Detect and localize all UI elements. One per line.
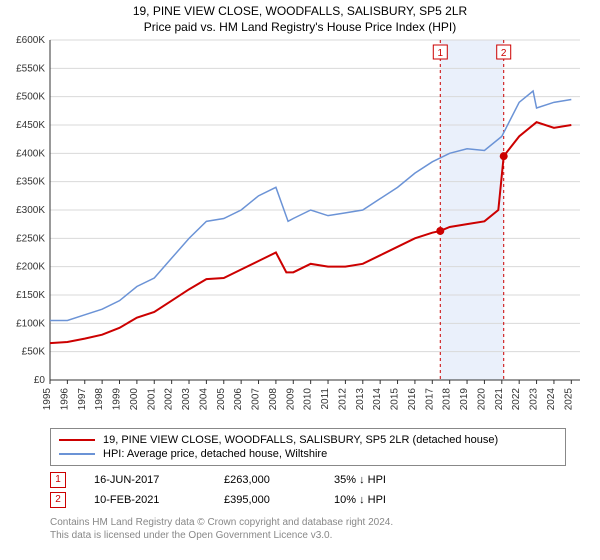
marker-table: 1 16-JUN-2017 £263,000 35% ↓ HPI 2 10-FE… [50, 470, 444, 510]
svg-text:2019: 2019 [459, 388, 470, 411]
svg-text:£400K: £400K [16, 148, 45, 159]
svg-text:2000: 2000 [129, 388, 140, 411]
svg-text:2003: 2003 [181, 388, 192, 411]
svg-text:2011: 2011 [320, 388, 331, 410]
attribution-line1: Contains HM Land Registry data © Crown c… [50, 516, 393, 529]
marker-num-2: 2 [50, 492, 66, 508]
legend-swatch-1 [59, 439, 95, 441]
svg-text:£500K: £500K [16, 92, 45, 103]
svg-text:2025: 2025 [563, 388, 574, 411]
svg-text:2009: 2009 [285, 388, 296, 411]
svg-text:2010: 2010 [303, 388, 314, 411]
legend-row: HPI: Average price, detached house, Wilt… [59, 447, 557, 461]
marker-price-1: £263,000 [224, 474, 334, 486]
svg-text:1998: 1998 [94, 388, 105, 411]
svg-text:2024: 2024 [546, 388, 557, 411]
svg-text:£300K: £300K [16, 205, 45, 216]
legend-label-2: HPI: Average price, detached house, Wilt… [103, 448, 327, 460]
svg-text:1: 1 [438, 48, 444, 59]
marker-price-2: £395,000 [224, 494, 334, 506]
svg-text:2015: 2015 [390, 388, 401, 411]
svg-text:£600K: £600K [16, 35, 45, 46]
svg-text:£50K: £50K [22, 347, 46, 358]
marker-row: 1 16-JUN-2017 £263,000 35% ↓ HPI [50, 470, 444, 490]
svg-text:2023: 2023 [529, 388, 540, 411]
svg-text:2012: 2012 [337, 388, 348, 411]
svg-text:2005: 2005 [216, 388, 227, 411]
chart-container: 19, PINE VIEW CLOSE, WOODFALLS, SALISBUR… [0, 0, 600, 560]
svg-text:1997: 1997 [77, 388, 88, 411]
svg-text:2021: 2021 [494, 388, 505, 411]
legend-swatch-2 [59, 453, 95, 455]
svg-text:2018: 2018 [442, 388, 453, 411]
svg-text:2008: 2008 [268, 388, 279, 411]
svg-text:2: 2 [501, 48, 507, 59]
svg-text:2020: 2020 [476, 388, 487, 411]
marker-num-1: 1 [50, 472, 66, 488]
svg-text:2022: 2022 [511, 388, 522, 411]
legend-row: 19, PINE VIEW CLOSE, WOODFALLS, SALISBUR… [59, 433, 557, 447]
svg-text:2006: 2006 [233, 388, 244, 411]
svg-text:2002: 2002 [164, 388, 175, 411]
svg-text:2004: 2004 [198, 388, 209, 411]
attribution-line2: This data is licensed under the Open Gov… [50, 529, 393, 542]
svg-text:2001: 2001 [146, 388, 157, 411]
svg-text:2007: 2007 [251, 388, 262, 411]
svg-text:1995: 1995 [42, 388, 53, 411]
svg-text:£150K: £150K [16, 290, 45, 301]
svg-text:£350K: £350K [16, 177, 45, 188]
chart-svg: £0 £50K £100K £150K £200K £250K £300K £350K £400… [0, 0, 600, 420]
svg-text:1999: 1999 [112, 388, 123, 411]
marker-delta-1: 35% ↓ HPI [334, 474, 444, 486]
marker-delta-2: 10% ↓ HPI [334, 494, 444, 506]
svg-text:1996: 1996 [59, 388, 70, 411]
svg-text:2017: 2017 [424, 388, 435, 411]
svg-text:£450K: £450K [16, 120, 45, 131]
svg-text:£550K: £550K [16, 63, 45, 74]
svg-text:£0: £0 [34, 375, 46, 386]
marker-date-1: 16-JUN-2017 [94, 474, 224, 486]
svg-text:2016: 2016 [407, 388, 418, 411]
svg-text:£100K: £100K [16, 318, 45, 329]
svg-text:£250K: £250K [16, 233, 45, 244]
marker-date-2: 10-FEB-2021 [94, 494, 224, 506]
svg-text:£200K: £200K [16, 262, 45, 273]
svg-text:2014: 2014 [372, 388, 383, 411]
marker-row: 2 10-FEB-2021 £395,000 10% ↓ HPI [50, 490, 444, 510]
legend-label-1: 19, PINE VIEW CLOSE, WOODFALLS, SALISBUR… [103, 434, 498, 446]
attribution: Contains HM Land Registry data © Crown c… [50, 516, 393, 542]
legend-box: 19, PINE VIEW CLOSE, WOODFALLS, SALISBUR… [50, 428, 566, 466]
svg-text:2013: 2013 [355, 388, 366, 411]
